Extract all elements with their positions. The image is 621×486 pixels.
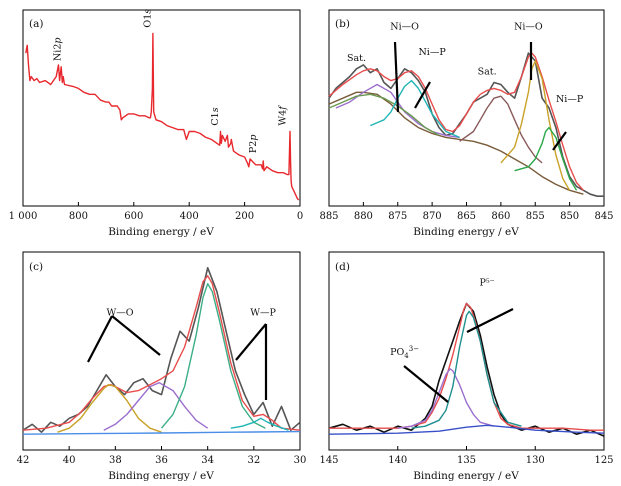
panel-c-xtick-label: 34 <box>201 455 214 466</box>
panel-c-series <box>22 266 301 435</box>
panel-c-xtick-label: 42 <box>17 455 30 466</box>
panel-b-annotation: Ni—P <box>556 94 584 105</box>
panel-d-series-line <box>411 310 522 429</box>
panel-d-series <box>328 302 605 437</box>
panel-b-annotation: Sat. <box>347 53 366 64</box>
panel-c-series-line <box>160 283 266 429</box>
panel-d-label: (d) <box>335 261 350 273</box>
arrow-po4 <box>403 365 449 403</box>
panel-d: (d) 145 140 135 130 125 P⁵⁻ PO43− Binding ene… <box>319 251 614 482</box>
panel-a: (a) 1 000 800 600 400 200 0 Ni2pO1sC1sP2pW4f … <box>9 9 304 238</box>
arrow-w-o-1 <box>111 315 161 356</box>
panel-a-annotations: Ni2p O1s C1s P2p W4f <box>52 9 288 153</box>
panel-a-xtick-label: 1 000 <box>9 211 38 222</box>
panel-b-annotation: Ni—O <box>514 22 543 33</box>
panel-c-annotation: W—P <box>250 307 276 318</box>
panel-b-series-line <box>459 95 543 164</box>
arrow-p <box>466 308 514 333</box>
panel-b-series-line <box>328 52 604 197</box>
panel-c-series-line <box>22 275 301 431</box>
panel-c-series-line <box>230 417 289 431</box>
panel-b-annotation: Sat. <box>478 67 497 78</box>
panel-d-frame <box>328 251 605 451</box>
panel-a-xtick-label: 800 <box>69 211 88 222</box>
panel-c-label: (c) <box>29 261 43 273</box>
panel-a-frame <box>22 9 301 207</box>
panel-b-xtick-label: 880 <box>354 211 373 222</box>
panel-a-annotation: Ni2p <box>52 38 63 62</box>
panel-d-xtick-label: 130 <box>526 455 545 466</box>
panel-b-series-line <box>328 52 584 191</box>
panel-a-series-line <box>25 32 300 201</box>
panel-b-xlabel: Binding energy / eV <box>413 226 519 238</box>
panel-b-series-line <box>328 93 440 137</box>
panel-d-series-line <box>328 302 605 437</box>
panel-d-xtick-label: 135 <box>457 455 476 466</box>
panel-b-xtick-label: 860 <box>491 211 510 222</box>
panel-d-xtick-label: 140 <box>388 455 407 466</box>
panel-a-annotation: P2p <box>248 135 259 154</box>
panel-c-xtick-label: 30 <box>294 455 307 466</box>
panel-a-annotation: W4f <box>278 105 289 126</box>
panel-a-annotation: O1s <box>142 9 153 28</box>
panel-c-series-line <box>103 382 209 431</box>
panel-b-xtick-label: 855 <box>526 211 545 222</box>
panel-a-ticks: 1 000 800 600 400 200 0 <box>9 202 303 222</box>
panel-c-xlabel: Binding energy / eV <box>108 470 214 482</box>
arrow-ni-p-1 <box>414 81 431 109</box>
panel-b-series-line <box>328 91 584 195</box>
panel-d-ticks: 145 140 135 130 125 <box>319 446 614 466</box>
arrow-w-o-2 <box>87 315 113 363</box>
panel-b-xtick-label: 850 <box>560 211 579 222</box>
panel-c-xtick-label: 38 <box>109 455 122 466</box>
panel-b-annotation: Ni—P <box>418 47 446 58</box>
panel-c-xtick-label: 40 <box>63 455 76 466</box>
panel-d-annotations: P⁵⁻ PO43− <box>390 278 495 360</box>
panel-a-annotation: C1s <box>210 107 221 125</box>
arrow-ni-o-1 <box>393 41 400 113</box>
panel-c-xtick-label: 32 <box>247 455 260 466</box>
panel-d-series-line <box>329 302 604 431</box>
panel-c: (c) 42 40 38 36 34 32 30 W—O W—P Binding energy… <box>17 251 307 482</box>
panel-a-xtick-label: 600 <box>124 211 143 222</box>
arrows <box>87 41 567 403</box>
panel-d-series-line <box>328 424 605 435</box>
panel-d-annotation: P⁵⁻ <box>479 278 494 289</box>
panel-b-annotation: Ni—O <box>390 22 419 33</box>
panel-b-xtick-label: 885 <box>319 211 338 222</box>
panel-a-xtick-label: 400 <box>180 211 199 222</box>
panel-b-annotations: Ni—O Ni—P Sat. Sat. Ni—O Ni—P <box>347 22 584 105</box>
panel-b-series <box>328 52 604 197</box>
panel-b-xtick-label: 845 <box>594 211 613 222</box>
panel-b-xtick-label: 875 <box>388 211 407 222</box>
panel-a-xtick-label: 200 <box>235 211 254 222</box>
panel-c-ticks: 42 40 38 36 34 32 30 <box>17 446 307 466</box>
panel-c-series-line <box>57 384 162 433</box>
panel-d-xtick-label: 125 <box>594 455 613 466</box>
panel-b-series-line <box>370 79 460 139</box>
panel-c-annotation: W—O <box>106 307 133 318</box>
panel-b-xtick-label: 865 <box>457 211 476 222</box>
panel-b: (b) 885 880 875 870 865 860 855 850 845 Ni—O Ni—P… <box>319 9 614 238</box>
panel-d-series-line <box>397 368 495 429</box>
panel-d-xtick-label: 145 <box>319 455 338 466</box>
panel-b-ticks: 885 880 875 870 865 860 855 850 845 <box>319 202 614 222</box>
arrow-w-p-2 <box>235 323 267 361</box>
panel-a-label: (a) <box>29 18 43 30</box>
panel-c-series-line <box>22 430 301 435</box>
panel-c-annotations: W—O W—P <box>106 307 276 318</box>
panel-d-annotation: PO43− <box>390 345 419 360</box>
panel-a-xtick-label: 0 <box>297 211 303 222</box>
panel-a-xlabel: Binding energy / eV <box>108 226 214 238</box>
panel-c-series-line <box>22 266 301 434</box>
arrow-ni-p-2 <box>552 131 567 151</box>
panel-c-xtick-label: 36 <box>155 455 168 466</box>
panel-b-xtick-label: 870 <box>423 211 442 222</box>
panel-b-series-line <box>500 60 571 191</box>
panel-a-series <box>25 32 300 201</box>
panel-d-xlabel: Binding energy / eV <box>413 470 519 482</box>
panel-b-label: (b) <box>335 18 350 30</box>
panel-b-series-line <box>514 126 578 191</box>
